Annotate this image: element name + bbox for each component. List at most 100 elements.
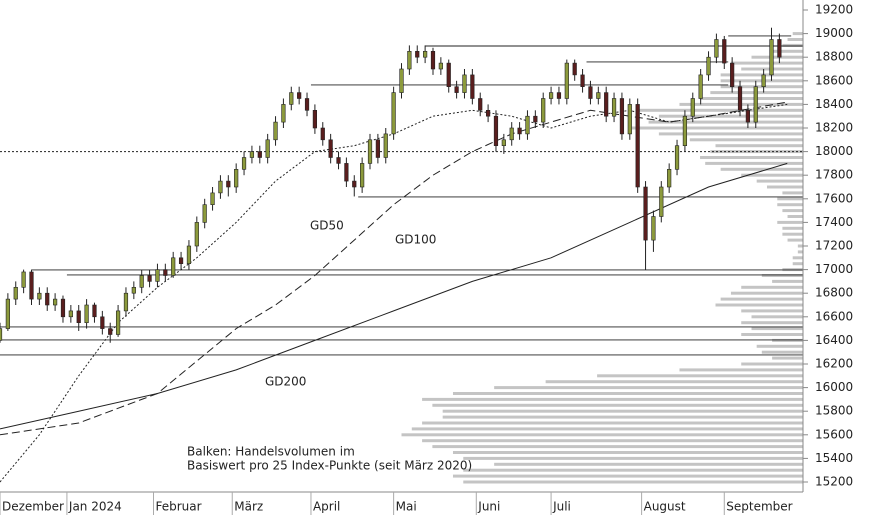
y-tick-label: 15400 <box>815 451 853 465</box>
y-tick-label: 18200 <box>815 121 853 135</box>
candle-body <box>777 39 782 58</box>
x-tick-label: Jan 2024 <box>68 500 122 514</box>
volume-bar <box>797 250 803 254</box>
candle-body <box>60 298 66 318</box>
candle-body <box>651 216 656 241</box>
candle-body <box>667 169 672 188</box>
y-tick-label: 18400 <box>815 97 853 111</box>
volume-bar <box>720 297 803 301</box>
candle-body <box>619 98 625 135</box>
volume-bar <box>782 226 803 230</box>
note-line: Balken: Handelsvolumen im <box>187 445 355 459</box>
candle-body <box>635 104 640 188</box>
volume-bar <box>777 203 803 207</box>
x-tick-label: Mai <box>396 500 417 514</box>
candle-body <box>304 98 310 111</box>
candle-body <box>194 222 199 247</box>
candle-body <box>761 74 766 88</box>
volume-bar <box>452 474 803 478</box>
volume-bar <box>452 392 803 395</box>
series-label: GD100 <box>395 233 436 247</box>
candle-body <box>674 145 680 170</box>
candle-body <box>604 92 609 117</box>
volume-bar <box>638 108 803 112</box>
volume-bar <box>741 362 803 366</box>
candle-body <box>360 163 365 188</box>
volume-bar <box>689 138 803 142</box>
candle-body <box>643 186 648 241</box>
x-tick-label: April <box>313 500 340 514</box>
y-tick-label: 18600 <box>815 73 853 87</box>
series-label: GD200 <box>265 375 306 389</box>
volume-bar <box>715 303 803 307</box>
y-tick-label: 15600 <box>815 427 853 441</box>
candle-body <box>737 86 743 111</box>
y-tick-label: 17200 <box>815 239 853 253</box>
candle-body <box>430 50 436 70</box>
volume-bar <box>777 220 803 224</box>
volume-bar <box>741 285 803 289</box>
candle-body <box>391 92 396 135</box>
volume-bar <box>700 156 803 159</box>
candle-body <box>383 133 388 158</box>
candle-body <box>68 310 73 318</box>
y-tick-label: 16000 <box>815 380 853 394</box>
candle-body <box>163 269 168 276</box>
candle-body <box>438 62 443 70</box>
volume-bar <box>700 97 803 100</box>
volume-bar <box>741 309 803 313</box>
candle-body <box>588 86 593 99</box>
candle-body <box>722 39 727 64</box>
y-tick-label: 15800 <box>815 404 853 418</box>
x-tick-label: Februar <box>156 500 202 514</box>
candle-body <box>556 92 562 99</box>
volume-bar <box>787 38 803 41</box>
candle-body <box>769 39 774 76</box>
volume-bar <box>730 61 803 65</box>
candle-body <box>580 74 585 88</box>
volume-bar <box>658 114 803 118</box>
y-tick-label: 16200 <box>815 357 853 371</box>
volume-bar <box>772 49 803 53</box>
candle-body <box>478 98 483 111</box>
candle-body <box>226 180 231 188</box>
candle-body <box>21 271 26 288</box>
x-tick-label: Juli <box>552 500 571 514</box>
x-tick-label: September <box>726 500 792 514</box>
volume-bar <box>761 350 803 354</box>
candle-body <box>564 62 569 99</box>
candle-body <box>265 139 270 158</box>
candle-body <box>178 257 184 264</box>
volume-bar <box>792 256 803 260</box>
volume-bar <box>422 421 803 425</box>
candle-body <box>407 50 412 70</box>
y-tick-label: 19000 <box>815 26 853 40</box>
y-tick-label: 15200 <box>815 475 853 489</box>
candle-body <box>533 115 538 123</box>
volume-bar <box>648 120 803 124</box>
candle-body <box>45 292 50 306</box>
volume-bar <box>787 238 803 242</box>
candle-body <box>753 86 758 123</box>
candle-body <box>336 157 341 164</box>
volume-bar <box>452 451 803 454</box>
candle-body <box>517 127 522 135</box>
volume-bar <box>756 344 803 348</box>
candle-body <box>273 121 278 141</box>
candle-body <box>367 139 373 164</box>
y-tick-label: 16800 <box>815 286 853 300</box>
volume-bar <box>545 380 803 384</box>
volume-bar <box>715 144 803 148</box>
volume-bar <box>658 132 803 136</box>
volume-bar <box>772 338 803 342</box>
candle-body <box>257 151 262 158</box>
volume-bar <box>741 321 803 325</box>
candle-body <box>297 92 302 99</box>
y-tick-label: 17600 <box>815 191 853 205</box>
candle-body <box>698 74 703 99</box>
volume-bar <box>463 456 803 460</box>
candle-body <box>415 50 420 58</box>
volume-bar <box>782 209 803 213</box>
